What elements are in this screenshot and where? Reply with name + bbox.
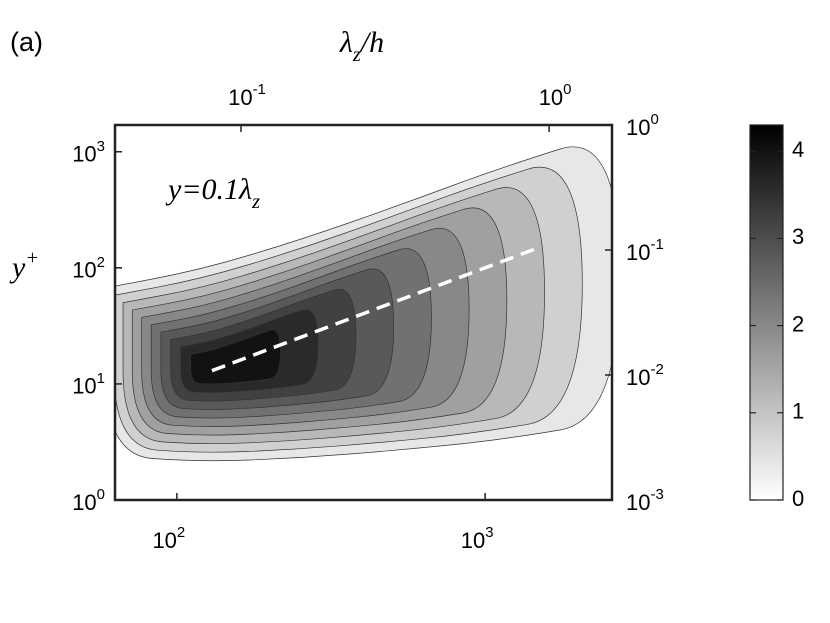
plot-frame [113,123,614,502]
colorbar-tick-label: 1 [792,399,804,424]
x2-axis-label: λz/h [339,26,384,66]
annotation: y=0.1λz [165,173,260,213]
y-tick-label: 100 [72,486,105,514]
x-tick-label: 103 [461,524,494,552]
colorbar-tick-label: 3 [792,224,804,249]
y-tick-label: 102 [72,254,105,282]
x2-tick-label: 100 [539,81,572,109]
reference-line [211,245,541,373]
y-axis-label: y+ [9,247,39,284]
y2-tick-label: 100 [626,111,659,139]
x2-tick-label: 10-1 [228,81,266,109]
colorbar-tick-label: 0 [792,486,804,511]
panel-label: (a) [10,27,43,57]
contour-area [115,146,612,462]
y2-tick-label: 10-1 [626,236,664,264]
y2-tick-label: 10-3 [626,486,664,514]
y2-tick-label: 10-2 [626,361,664,389]
colorbar-tick-label: 2 [792,311,804,336]
y-tick-label: 101 [72,370,105,398]
colorbar-tick-label: 4 [792,137,804,162]
colorbar [749,124,784,501]
y-tick-label: 103 [72,138,105,166]
x-tick-label: 102 [152,524,185,552]
